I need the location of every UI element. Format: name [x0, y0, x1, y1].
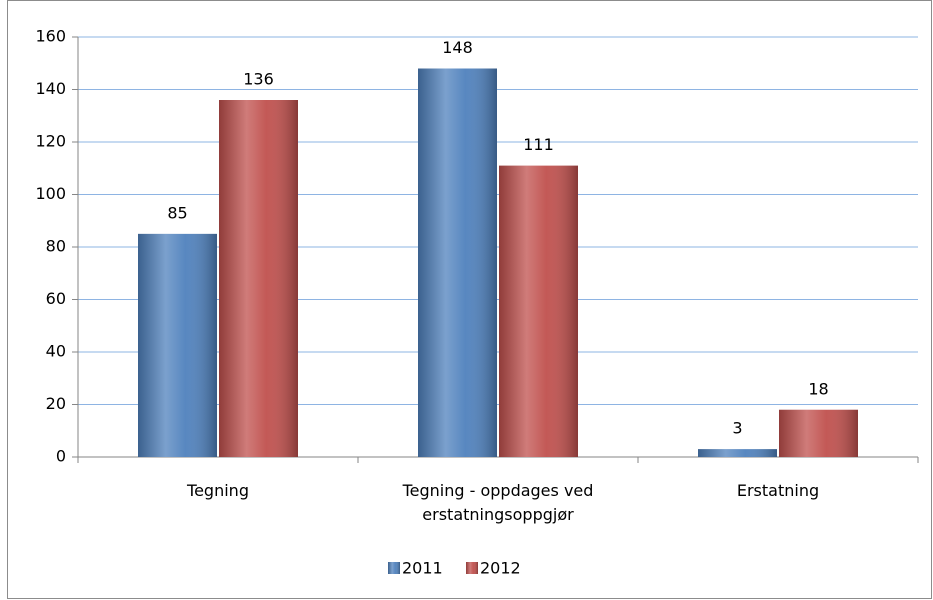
x-tick-label: Tegning	[187, 481, 249, 500]
chart-frame	[7, 0, 932, 599]
data-label: 18	[808, 379, 828, 398]
bar-shade	[138, 233, 217, 457]
bar-shade	[779, 409, 858, 457]
bar-shade	[499, 165, 578, 457]
data-label: 3	[732, 419, 742, 438]
data-label: 111	[523, 135, 554, 154]
x-tick-label: Erstatning	[736, 481, 820, 500]
bar-shade	[698, 449, 777, 457]
y-tick-label: 140	[35, 79, 66, 98]
legend-label: 2012	[480, 559, 521, 578]
bar-shade	[418, 68, 497, 457]
y-tick-label: 120	[35, 132, 66, 151]
data-label: 136	[243, 70, 274, 89]
legend-swatch-shade	[466, 562, 478, 574]
y-tick-label: 100	[35, 184, 66, 203]
y-tick-label: 80	[46, 237, 66, 256]
data-label: 148	[442, 38, 473, 57]
x-tick-label: Tegning - oppdages ved erstatningsoppgjø…	[402, 481, 594, 524]
y-tick-label: 20	[46, 394, 66, 413]
bar-shade	[219, 100, 298, 457]
y-tick-label: 40	[46, 342, 66, 361]
y-tick-label: 60	[46, 289, 66, 308]
data-label: 85	[167, 203, 187, 222]
y-tick-label: 0	[56, 447, 66, 466]
legend-label: 2011	[402, 559, 443, 578]
legend-swatch-shade	[388, 562, 400, 574]
y-tick-label: 160	[35, 27, 66, 46]
